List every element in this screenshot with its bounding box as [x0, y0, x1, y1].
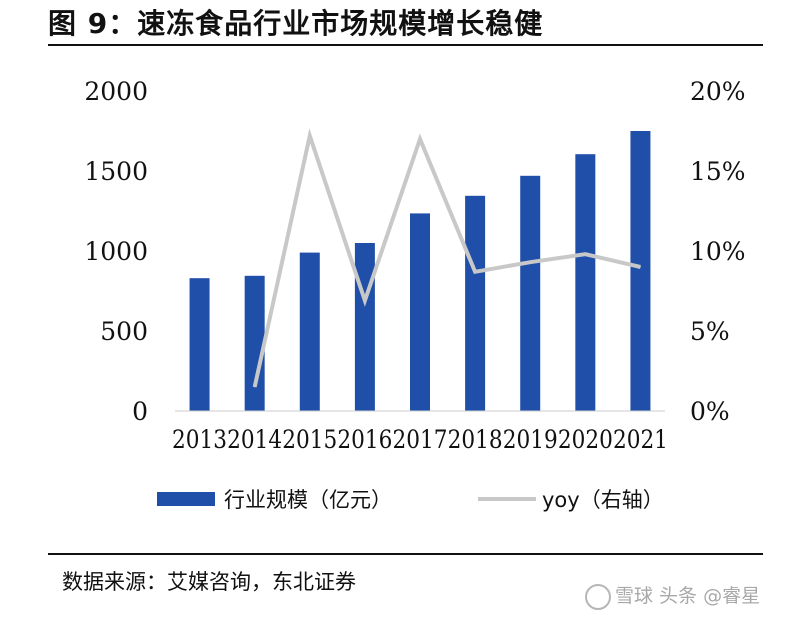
- left-tick-label: 1000: [84, 237, 148, 266]
- line-point: [309, 135, 311, 137]
- right-tick-label: 15%: [690, 157, 746, 186]
- left-axis: 0 500 1000 1500 2000: [84, 77, 148, 426]
- title-rule: [48, 44, 763, 46]
- x-tick-label: 2017: [393, 425, 448, 454]
- figure-title: 图 9：速冻食品行业市场规模增长稳健: [48, 7, 544, 40]
- line-point: [474, 271, 476, 273]
- right-tick-label: 20%: [690, 77, 746, 106]
- line-point: [639, 266, 641, 268]
- x-tick-label: 2015: [282, 425, 337, 454]
- right-tick-label: 0%: [690, 397, 730, 426]
- line-point: [419, 138, 421, 140]
- bottom-rule: [48, 553, 763, 555]
- bar: [520, 175, 541, 411]
- bar: [410, 213, 430, 411]
- line-point: [364, 300, 366, 302]
- right-axis: 0% 5% 10% 15% 20%: [690, 77, 746, 426]
- bar: [575, 154, 596, 411]
- x-tick-label: 2014: [227, 425, 282, 454]
- legend-swatch-bar: [157, 492, 215, 506]
- x-tick-label: 2013: [172, 425, 227, 454]
- yoy-line: [252, 128, 641, 388]
- left-tick-label: 1500: [84, 157, 148, 186]
- x-tick-label: 2019: [503, 425, 558, 454]
- bar-series: [189, 131, 651, 411]
- left-tick-label: 500: [100, 317, 148, 346]
- watermark-text: 雪球 头条 @睿星: [615, 585, 761, 607]
- bar: [299, 252, 320, 411]
- line-point: [584, 253, 586, 255]
- x-tick-label: 2020: [558, 425, 613, 454]
- right-tick-label: 5%: [690, 317, 730, 346]
- line-series: [252, 128, 641, 388]
- x-axis: 2013 2014 2015 2016 2017 2018 2019 2020 2021: [172, 425, 668, 454]
- line-point: [529, 261, 531, 263]
- legend: 行业规模（亿元） yoy（右轴）: [157, 488, 664, 512]
- watermark-logo-icon: [585, 583, 611, 610]
- watermark: 雪球 头条 @睿星: [585, 581, 760, 610]
- x-tick-label: 2016: [337, 425, 392, 454]
- left-tick-label: 0: [132, 397, 148, 426]
- legend-label-line: yoy（右轴）: [542, 488, 664, 512]
- x-tick-label: 2018: [448, 425, 503, 454]
- bar: [630, 131, 651, 411]
- bar: [354, 243, 375, 411]
- bar: [189, 278, 210, 411]
- x-tick-label: 2021: [613, 425, 668, 454]
- bar: [244, 275, 265, 411]
- left-tick-label: 2000: [84, 77, 148, 106]
- line-point: [254, 386, 256, 388]
- bar: [465, 195, 486, 411]
- legend-label-bar: 行业规模（亿元）: [224, 488, 392, 512]
- source-note: 数据来源：艾媒咨询，东北证券: [62, 570, 356, 594]
- right-tick-label: 10%: [690, 237, 746, 266]
